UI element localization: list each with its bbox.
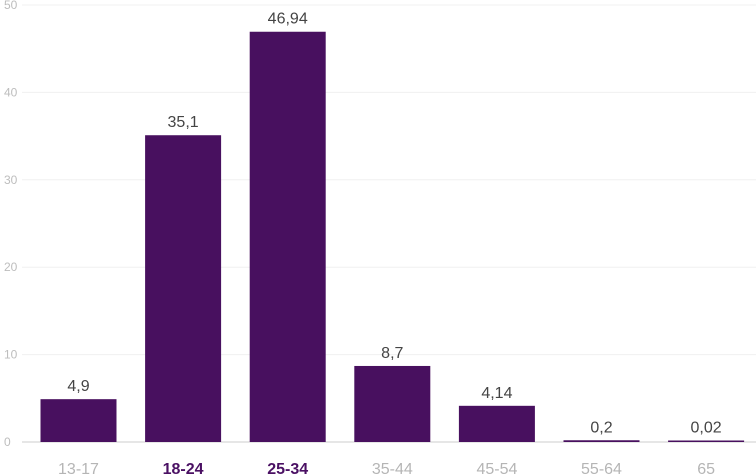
y-tick-label: 10 <box>4 348 18 362</box>
y-tick-label: 0 <box>4 435 11 449</box>
data-label-65: 0,02 <box>691 420 722 437</box>
x-tick-label-65: 65 <box>697 461 715 475</box>
data-label-18-24: 35,1 <box>168 114 199 131</box>
bar-35-44 <box>354 365 431 442</box>
data-label-25-34: 46,94 <box>268 11 308 28</box>
data-labels: 4,9 35,1 46,94 8,7 4,14 0,2 0,02 <box>67 11 721 437</box>
bar-65 <box>668 440 745 442</box>
y-axis-ticks: 0 10 20 30 40 50 <box>4 0 18 449</box>
data-label-13-17: 4,9 <box>67 378 89 395</box>
x-tick-label-35-44: 35-44 <box>372 461 413 475</box>
y-tick-label: 40 <box>4 85 18 99</box>
bar-45-54 <box>458 405 535 442</box>
data-label-55-64: 0,2 <box>590 419 612 436</box>
bars <box>40 31 745 443</box>
bar-55-64 <box>563 440 640 442</box>
x-tick-label-13-17: 13-17 <box>58 461 99 475</box>
bar-13-17 <box>40 399 117 442</box>
y-tick-label: 30 <box>4 173 18 187</box>
bar-18-24 <box>145 135 222 442</box>
y-tick-label: 50 <box>4 0 18 12</box>
y-tick-label: 20 <box>4 260 18 274</box>
x-tick-label-45-54: 45-54 <box>476 461 517 475</box>
x-tick-label-25-34: 25-34 <box>267 461 308 475</box>
data-label-45-54: 4,14 <box>481 385 512 402</box>
data-label-35-44: 8,7 <box>381 345 403 362</box>
x-tick-label-55-64: 55-64 <box>581 461 622 475</box>
bar-25-34 <box>249 31 326 443</box>
x-axis-ticks: 13-17 18-24 25-34 35-44 45-54 55-64 65 <box>58 461 715 475</box>
x-tick-label-18-24: 18-24 <box>163 461 204 475</box>
